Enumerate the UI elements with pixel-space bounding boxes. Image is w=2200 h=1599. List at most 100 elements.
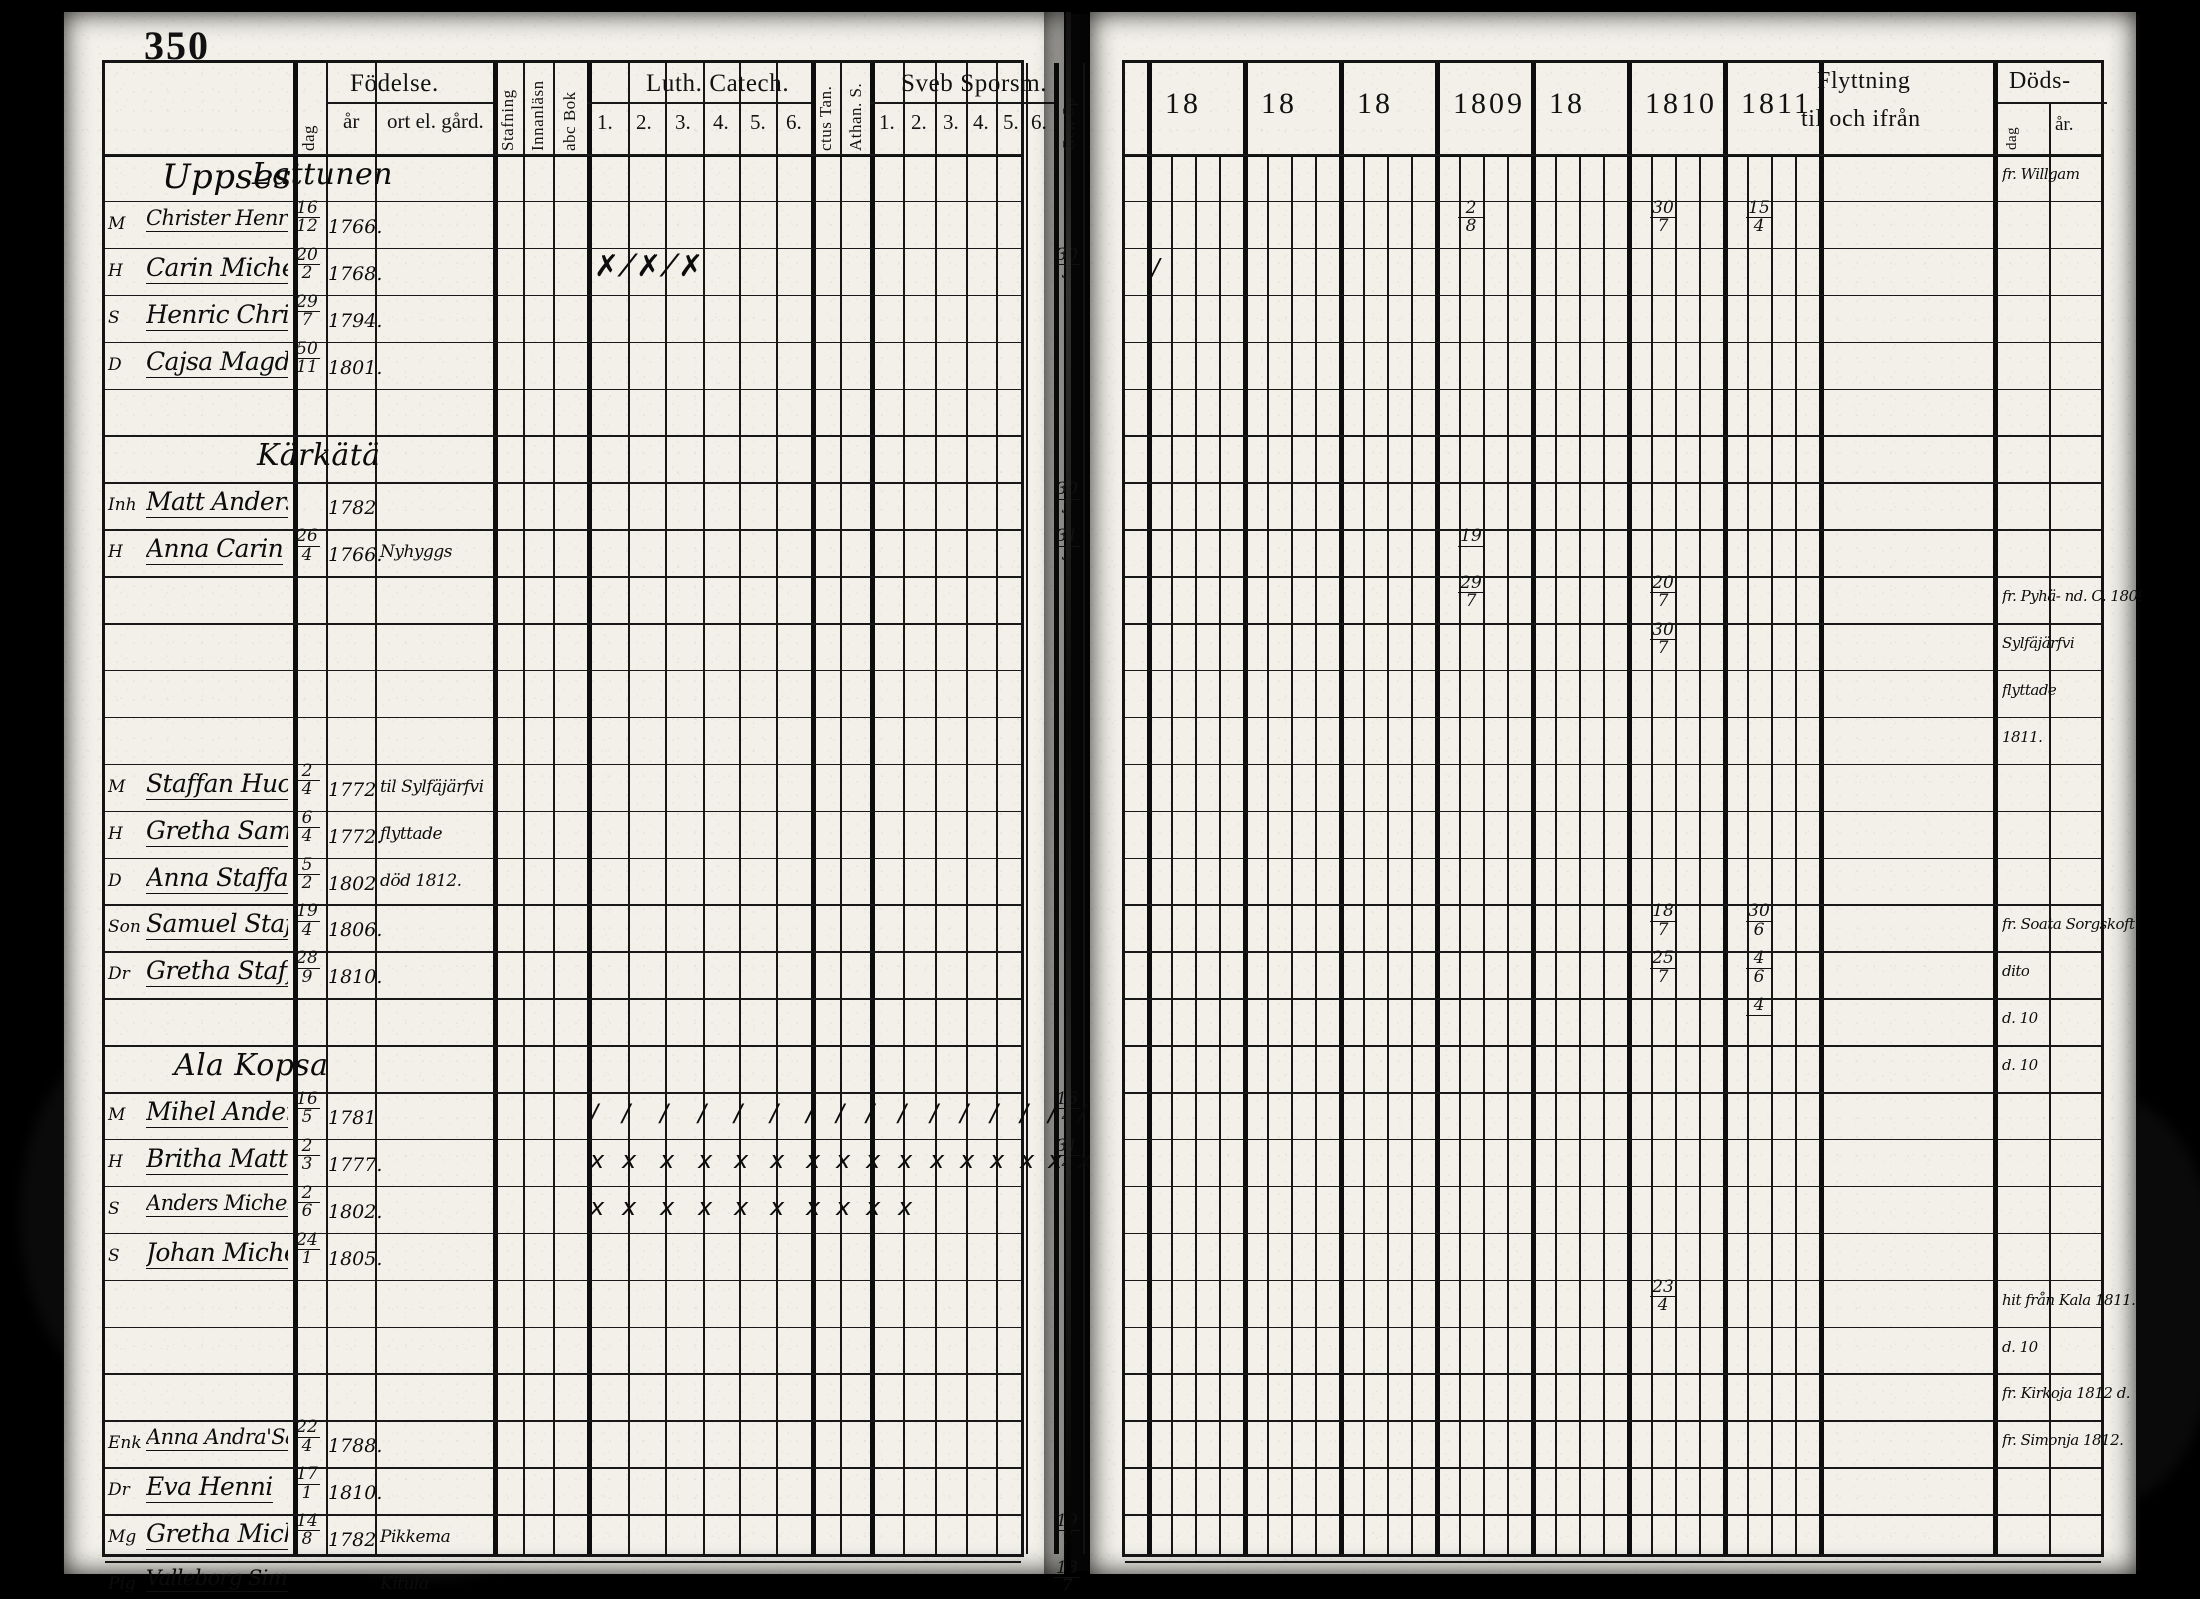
header-cat-4: 4. [713, 110, 729, 134]
row-prefix: H [108, 1151, 123, 1172]
person-name: Staffan Huononen [146, 769, 288, 800]
person-name: Anna Andra'Sarela [146, 1425, 288, 1452]
catechism-tick: x [734, 1145, 749, 1174]
flyttning-note: fr. Willgam [2002, 165, 2080, 183]
header-ctus-tan: ctus Tan. [816, 85, 835, 151]
row-rule [105, 951, 1021, 953]
year-sub-rule [1675, 154, 1677, 1554]
flyttning-note: fr. Soata Sorgskoft [2002, 915, 2135, 934]
flyttning-note: hit från Kala 1811. [2002, 1290, 2136, 1309]
person-name: Christer Henricsson [146, 205, 288, 232]
row-prefix: S [108, 307, 120, 328]
colrule-abcbok [587, 63, 592, 1554]
catechism-tick: x [698, 1192, 713, 1221]
row-rule [105, 1092, 1021, 1094]
row-rule [1125, 576, 2101, 578]
birth-year: 1806. [328, 919, 383, 942]
row-rule [105, 247, 1021, 250]
catechism-tick: x [990, 1145, 1005, 1174]
row-rule [1125, 247, 2101, 250]
colrule-cat1 [628, 63, 630, 1554]
row-rule [1125, 904, 2101, 906]
row-prefix: D [108, 870, 122, 891]
flyttning-note: d. 10 [2002, 1337, 2038, 1356]
year-cell-value: 20 7 [1650, 574, 1676, 611]
row-rule [1125, 200, 2101, 203]
catechism-tick: x [866, 1145, 881, 1174]
row-prefix: Dr [108, 964, 130, 985]
row-prefix: H [108, 542, 123, 563]
header-q-6: 6. [1031, 110, 1047, 134]
row-rule [105, 1232, 1021, 1235]
catechism-tick: x [836, 1192, 851, 1221]
birth-year: 1766. [328, 215, 383, 238]
row-rule [1125, 998, 2101, 1000]
colrule-ctustan [840, 63, 842, 1554]
birth-place: död 1812. [380, 870, 462, 891]
row-rule [105, 1561, 1021, 1563]
row-rule [1125, 1092, 2101, 1094]
left-register-table: Födelse. Luth. Catech. Sveb Sporsm. dag … [102, 60, 1159, 1563]
row-rule [1125, 669, 2101, 672]
birth-day: 16 12 [294, 199, 320, 236]
header-fodelse: Födelse. [350, 70, 439, 97]
year-sub-rule [1699, 154, 1701, 1554]
row-prefix: H [108, 823, 123, 844]
dods-sub-rule [2049, 102, 2051, 1554]
catechism-tick: x [660, 1192, 675, 1221]
year-sub-rule [1603, 154, 1605, 1554]
year-column-header: 18 [1261, 87, 1297, 120]
flyttning-note: fr. Simonja 1812. [2002, 1431, 2124, 1450]
row-rule [105, 1420, 1021, 1422]
catechism-tick: / [770, 1099, 779, 1127]
row-rule [105, 529, 1021, 531]
person-name: Anders Michelsson [146, 1190, 288, 1217]
catechism-tick: x [836, 1145, 851, 1174]
row-rule [1125, 857, 2101, 860]
row-rule [105, 200, 1021, 203]
catechism-tick: / [622, 1099, 631, 1127]
year-sub-rule [1315, 154, 1317, 1554]
row-rule [1125, 1514, 2101, 1516]
person-name: Johan Michelsd [146, 1238, 288, 1269]
year-sub-rule [1771, 154, 1773, 1554]
colrule-cat3 [703, 63, 705, 1554]
year-sub-rule [1579, 154, 1581, 1554]
row-rule [1125, 529, 2101, 531]
year-cell-value: 4 [1746, 996, 1772, 1016]
birth-year: 1782 [328, 1529, 377, 1552]
flyttning-note: d. 10 [2002, 1009, 2038, 1028]
row-prefix: Son [108, 917, 141, 938]
year-sub-rule [1363, 154, 1365, 1554]
header-ort-el-gard: ort el. gård. [387, 109, 484, 133]
birth-day: 26 4 [294, 527, 320, 564]
year-column-header: 18 [1357, 87, 1393, 120]
person-name: Samuel Staff. [146, 909, 288, 941]
catechism-tick: x [960, 1145, 975, 1174]
right-register-table: 18 18 18 1809 18 1810 1811 Flyttning til och i… [1122, 60, 2107, 1563]
row-rule [1125, 341, 2101, 344]
row-rule [105, 294, 1021, 297]
row-rule [1125, 1420, 2101, 1422]
catechism-tick: x [1020, 1145, 1035, 1174]
flyttning-note: fr. Pyhä- nd. C. 1809 [2002, 587, 2142, 606]
row-rule [105, 763, 1021, 766]
birth-place: Nyhyggs [380, 542, 453, 563]
catechism-tick: x [898, 1145, 913, 1174]
catechism-tick: x [590, 1192, 605, 1221]
row-rule [1125, 1045, 2101, 1047]
colrule-innanlasn [553, 63, 555, 1554]
birth-place: Kitula [380, 1574, 429, 1594]
catechism-tick: x [590, 1145, 605, 1174]
flyttning-note: d. 10 [2002, 1056, 2038, 1075]
person-name: Valleborg Simonsdr [146, 1566, 288, 1592]
row-prefix: Enk [108, 1433, 142, 1454]
person-name: Henric Christian [146, 299, 288, 331]
catechism-tick: x [622, 1192, 637, 1221]
flyttning-note: Sylfäjärfvi [2002, 634, 2075, 652]
person-name: Matt Andersson [146, 487, 288, 519]
birth-place: Pikkema [380, 1527, 451, 1548]
